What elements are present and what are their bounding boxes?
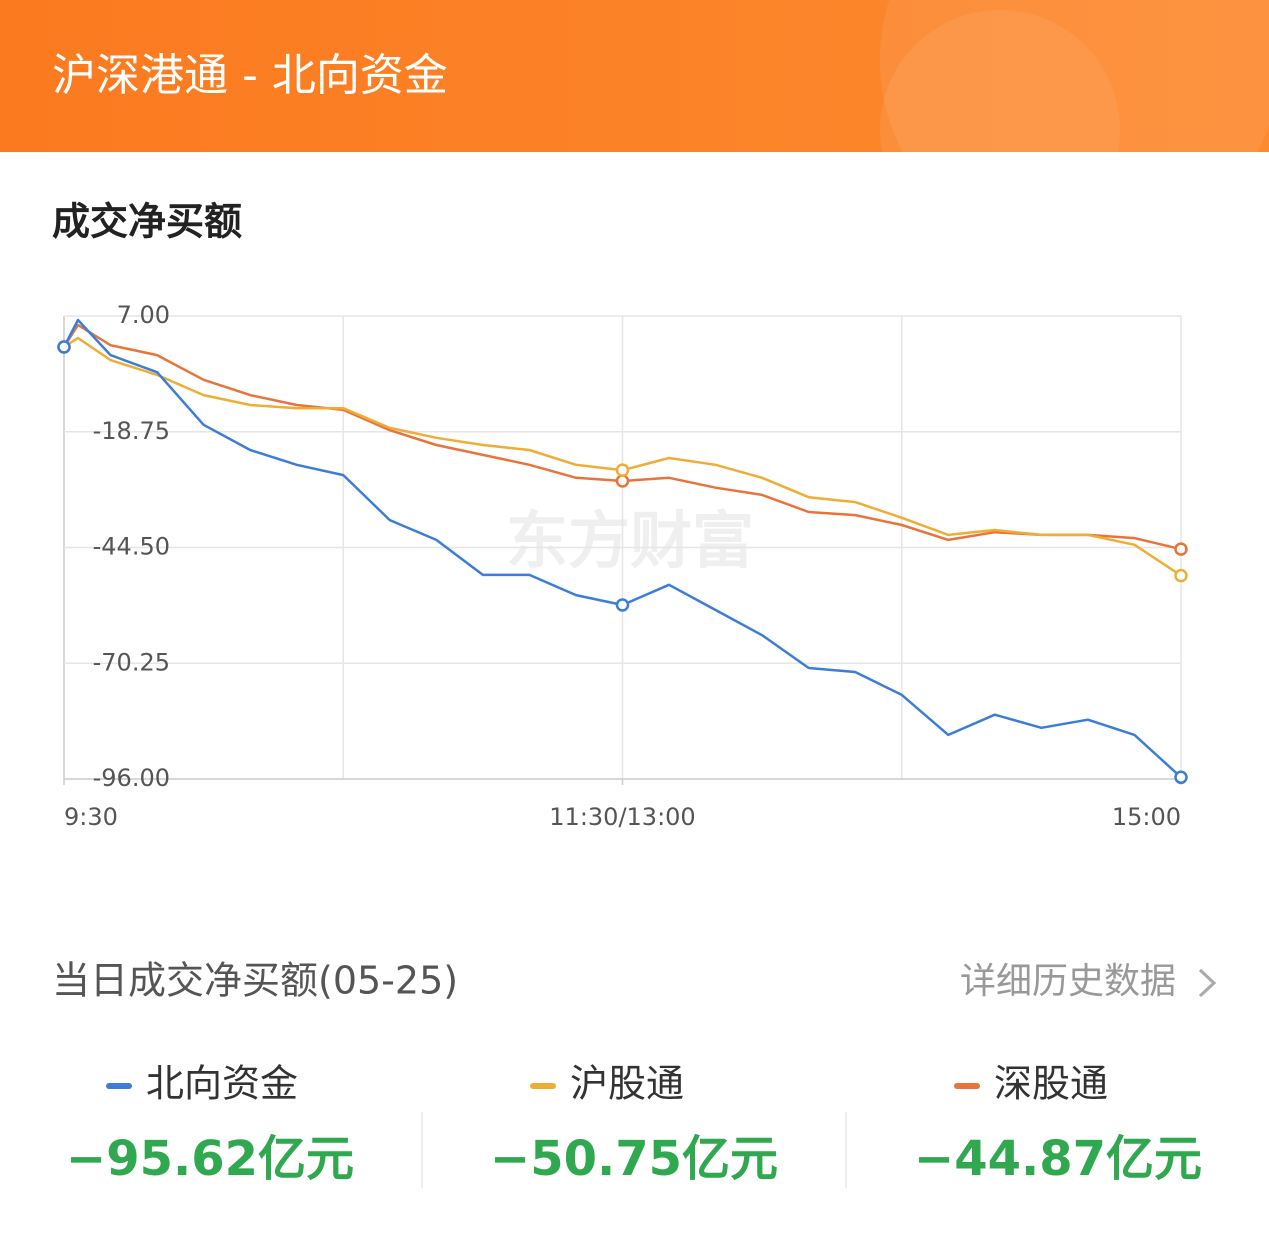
y-tick-label: 7.00 — [117, 301, 170, 329]
y-tick-label: -96.00 — [93, 764, 170, 792]
header-decoration — [880, 0, 1269, 260]
legend-swatch — [530, 1083, 556, 1089]
point-marker — [615, 474, 630, 488]
y-tick-label: -70.25 — [93, 648, 170, 676]
total-value: −50.75亿元 — [490, 1131, 778, 1187]
legend-label: 沪股通 — [570, 1062, 684, 1106]
point-marker — [1174, 568, 1188, 583]
series-line — [62, 318, 1182, 779]
series-line — [62, 323, 1182, 551]
header-bar — [0, 0, 1269, 152]
y-tick-label: -44.50 — [93, 533, 170, 561]
x-tick-label: 9:30 — [64, 803, 118, 831]
series-line — [63, 336, 1182, 577]
point-marker — [1174, 770, 1188, 785]
total-value: −95.62亿元 — [66, 1131, 354, 1187]
legend-label: 北向资金 — [146, 1062, 298, 1106]
point-marker — [57, 340, 71, 354]
legend-swatch — [954, 1083, 980, 1089]
point-marker — [615, 598, 630, 612]
y-tick-label: -18.75 — [93, 417, 170, 445]
legend-label: 深股通 — [994, 1062, 1108, 1106]
watermark: 东方财富 — [506, 504, 754, 577]
header-decoration — [880, 10, 1120, 250]
history-link[interactable]: 详细历史数据 — [960, 961, 1176, 1002]
total-value: −44.87亿元 — [914, 1131, 1202, 1187]
x-tick-label: 11:30/13:00 — [549, 803, 695, 831]
point-marker — [1174, 542, 1188, 556]
x-tick-label: 15:00 — [1112, 803, 1181, 831]
legend-swatch — [106, 1083, 132, 1089]
point-marker — [615, 463, 630, 477]
chevron[interactable] — [1198, 968, 1217, 998]
section-title: 成交净买额 — [52, 200, 242, 244]
header-title: 沪深港通 - 北向资金 — [52, 50, 448, 101]
summary-title: 当日成交净买额(05-25) — [52, 959, 458, 1003]
